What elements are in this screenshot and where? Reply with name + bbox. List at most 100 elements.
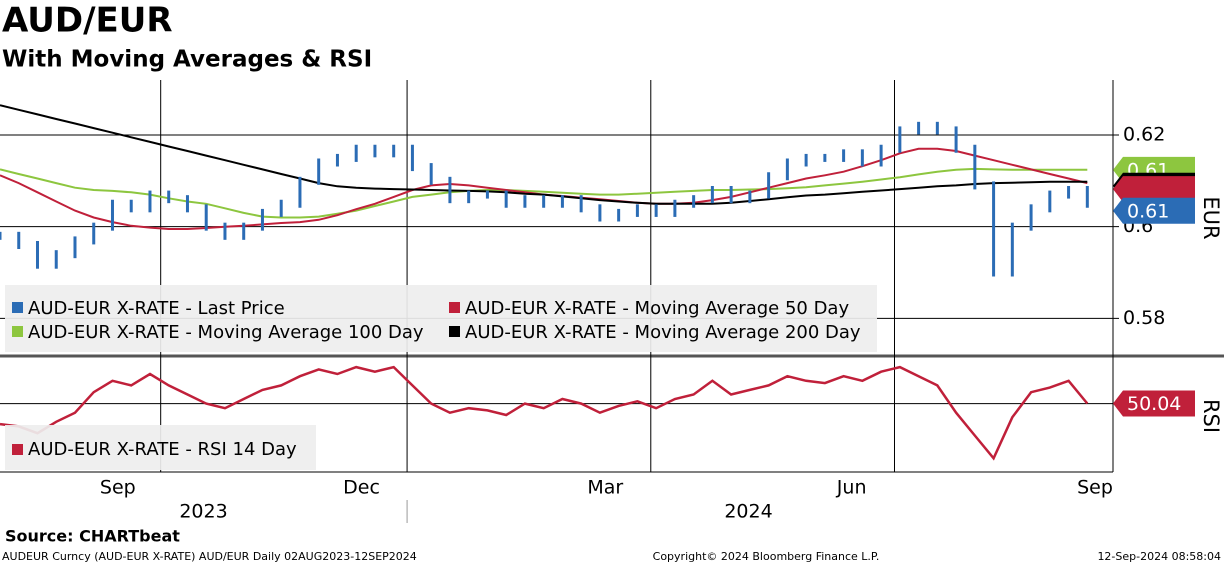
legend-swatch <box>12 326 23 337</box>
price-bar <box>410 144 414 172</box>
price-bar <box>392 144 396 158</box>
price-bar <box>1085 186 1089 208</box>
x-tick-label: Mar <box>587 477 623 499</box>
price-bar <box>148 190 152 213</box>
price-bar <box>429 163 433 185</box>
tag-label: 0.61 <box>1127 200 1169 222</box>
x-tick-label: Jun <box>836 477 867 499</box>
price-bar <box>373 144 377 158</box>
legend-swatch <box>12 444 23 455</box>
price-bar <box>767 172 771 199</box>
price-bar <box>185 195 189 213</box>
year-label: 2023 <box>179 501 227 523</box>
series-line <box>0 104 1088 205</box>
price-bar <box>973 144 977 190</box>
series-line <box>0 147 1088 230</box>
price-bar <box>73 236 77 259</box>
series-line <box>0 167 1088 219</box>
price-bar <box>1067 186 1071 199</box>
series-line <box>0 365 1089 461</box>
price-bar <box>1029 204 1033 231</box>
price-bar <box>748 190 752 204</box>
legend-label: AUD-EUR X-RATE - RSI 14 Day <box>28 439 297 460</box>
price-bar <box>17 231 21 249</box>
price-bar <box>485 190 489 199</box>
price-bar <box>917 121 921 135</box>
legend-label: AUD-EUR X-RATE - Moving Average 50 Day <box>465 298 849 319</box>
price-bar <box>898 126 902 153</box>
price-bar <box>204 204 208 231</box>
y-tick-label: 0.58 <box>1123 307 1165 329</box>
price-bar <box>879 144 883 167</box>
price-bar <box>635 204 639 217</box>
price-bar <box>1048 190 1052 213</box>
price-bar <box>710 186 714 204</box>
price-bar <box>523 195 527 208</box>
source: Source: CHARTbeat <box>5 527 180 546</box>
last-value-tag <box>1113 176 1195 203</box>
legend-label: AUD-EUR X-RATE - Moving Average 100 Day <box>28 322 424 343</box>
year-label: 2024 <box>724 501 772 523</box>
price-bar <box>92 222 96 245</box>
x-tick-label: Sep <box>1077 477 1113 499</box>
price-bar <box>729 186 733 204</box>
price-bar <box>54 250 58 269</box>
price-bar <box>992 181 996 277</box>
price-bar <box>804 153 808 167</box>
x-tick-label: Dec <box>343 477 380 499</box>
chart-title: AUD/EUR <box>2 1 173 41</box>
last-value-tag: 50.04 <box>1113 390 1195 417</box>
footer-center: Copyright© 2024 Bloomberg Finance L.P. <box>653 550 880 563</box>
tag-shape <box>1113 390 1195 417</box>
price-bar <box>110 199 114 231</box>
tag-shape <box>1113 176 1195 203</box>
axis-label: RSI <box>1199 399 1223 433</box>
price-bar <box>692 195 696 208</box>
price-bar <box>504 190 508 208</box>
price-bar <box>448 176 452 204</box>
price-bar <box>335 153 339 167</box>
legend-label: AUD-EUR X-RATE - Moving Average 200 Day <box>465 322 861 343</box>
last-value-tag: 0.61 <box>1113 197 1195 224</box>
price-bar <box>598 204 602 222</box>
price-bar <box>129 199 133 213</box>
price-bar <box>823 153 827 162</box>
price-bar <box>242 222 246 240</box>
price-bar <box>560 195 564 208</box>
legend-box <box>5 425 316 470</box>
price-bar <box>954 126 958 153</box>
price-bar <box>579 195 583 213</box>
axis-label: EUR <box>1199 196 1223 239</box>
tag-label: 50.04 <box>1127 393 1181 415</box>
chart-subtitle: With Moving Averages & RSI <box>2 47 372 73</box>
footer-right: 12-Sep-2024 08:58:04 <box>1097 550 1221 563</box>
price-bar <box>1010 222 1014 277</box>
price-bar <box>260 208 264 231</box>
price-bar <box>860 149 864 167</box>
price-bar <box>223 222 227 240</box>
price-bar <box>354 144 358 162</box>
price-bar <box>35 241 39 269</box>
price-bar <box>298 176 302 208</box>
price-bar <box>617 208 621 222</box>
tag-shape <box>1113 197 1195 224</box>
price-bar <box>467 190 471 204</box>
legend-swatch <box>12 302 23 313</box>
price-bar <box>542 195 546 208</box>
legend-swatch <box>449 302 460 313</box>
price-bar <box>0 231 2 240</box>
price-bar <box>317 158 321 185</box>
price-bar <box>935 121 939 135</box>
price-bar <box>279 199 283 217</box>
x-tick-label: Sep <box>100 477 136 499</box>
price-bar <box>167 190 171 204</box>
price-bar <box>654 204 658 217</box>
legend-label: AUD-EUR X-RATE - Last Price <box>28 298 285 319</box>
price-bar <box>673 199 677 217</box>
y-tick-label: 0.62 <box>1123 124 1165 146</box>
legend-swatch <box>449 326 460 337</box>
legend-box <box>5 285 877 352</box>
footer-left: AUDEUR Curncy (AUD-EUR X-RATE) AUD/EUR D… <box>2 550 417 563</box>
price-bar <box>785 158 789 181</box>
